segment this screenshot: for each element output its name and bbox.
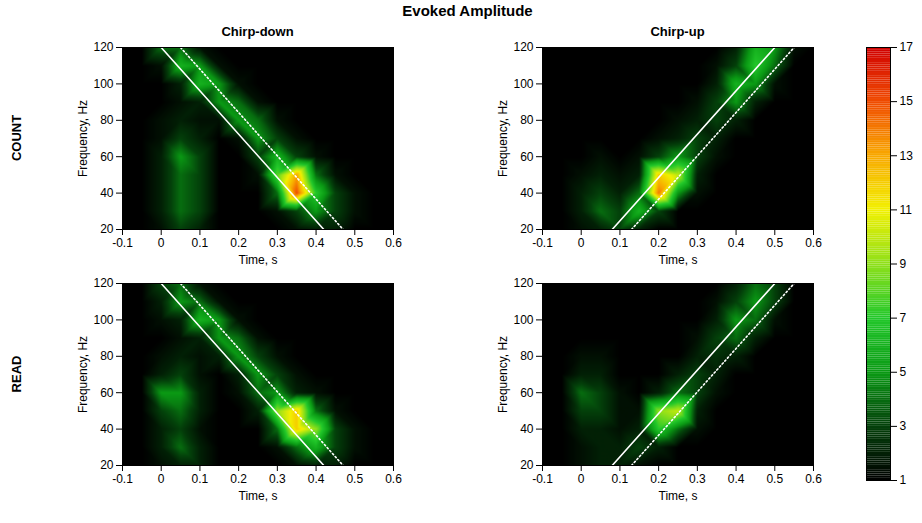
svg-text:Frequency, Hz: Frequency, Hz (496, 100, 510, 177)
svg-text:120: 120 (513, 276, 533, 290)
svg-text:20: 20 (520, 458, 534, 472)
svg-text:80: 80 (520, 113, 534, 127)
svg-text:-0.1: -0.1 (112, 236, 133, 250)
svg-text:0.3: 0.3 (689, 236, 706, 250)
svg-text:100: 100 (93, 77, 113, 91)
svg-text:100: 100 (513, 313, 533, 327)
svg-text:0.1: 0.1 (192, 472, 209, 486)
svg-text:Time, s: Time, s (659, 253, 698, 267)
svg-text:15: 15 (900, 94, 914, 108)
svg-text:0.2: 0.2 (650, 236, 667, 250)
html-text:READ: READ (8, 355, 24, 393)
svg-text:0.1: 0.1 (192, 236, 209, 250)
svg-text:0.5: 0.5 (346, 472, 363, 486)
svg-text:0.1: 0.1 (612, 472, 629, 486)
svg-text:Frequency, Hz: Frequency, Hz (76, 336, 90, 413)
svg-text:9: 9 (900, 257, 907, 271)
svg-text:Time, s: Time, s (239, 253, 278, 267)
svg-text:0.2: 0.2 (230, 472, 247, 486)
svg-text:-0.1: -0.1 (112, 472, 133, 486)
svg-text:100: 100 (513, 77, 533, 91)
svg-text:120: 120 (513, 40, 533, 54)
svg-text:60: 60 (520, 150, 534, 164)
svg-text:-0.1: -0.1 (532, 472, 553, 486)
svg-text:0.6: 0.6 (805, 236, 822, 250)
svg-text:1: 1 (900, 473, 907, 487)
svg-text:0.3: 0.3 (269, 236, 286, 250)
svg-text:20: 20 (100, 458, 114, 472)
svg-text:20: 20 (100, 222, 114, 236)
svg-text:Time, s: Time, s (659, 489, 698, 503)
svg-text:17: 17 (900, 40, 914, 54)
svg-text:5: 5 (900, 365, 907, 379)
svg-text:0.4: 0.4 (308, 472, 325, 486)
svg-text:7: 7 (900, 311, 907, 325)
svg-text:40: 40 (520, 186, 534, 200)
svg-text:0.4: 0.4 (308, 236, 325, 250)
svg-text:0: 0 (158, 472, 165, 486)
svg-text:20: 20 (520, 222, 534, 236)
svg-text:100: 100 (93, 313, 113, 327)
svg-text:120: 120 (93, 40, 113, 54)
svg-text:60: 60 (100, 150, 114, 164)
svg-text:11: 11 (900, 203, 913, 217)
svg-text:60: 60 (100, 386, 114, 400)
svg-text:0.5: 0.5 (346, 236, 363, 250)
svg-text:0: 0 (578, 472, 585, 486)
svg-text:80: 80 (100, 113, 114, 127)
svg-text:0.4: 0.4 (728, 236, 745, 250)
html-text:Chirp-down: Chirp-down (221, 24, 294, 39)
svg-text:13: 13 (900, 149, 914, 163)
svg-text:0.1: 0.1 (612, 236, 629, 250)
svg-text:0.6: 0.6 (385, 236, 402, 250)
svg-text:0.6: 0.6 (385, 472, 402, 486)
svg-text:80: 80 (100, 349, 114, 363)
svg-text:60: 60 (520, 386, 534, 400)
svg-text:0.3: 0.3 (689, 472, 706, 486)
svg-text:-0.1: -0.1 (532, 236, 553, 250)
svg-text:3: 3 (900, 419, 907, 433)
svg-text:Time, s: Time, s (239, 489, 278, 503)
svg-text:0.3: 0.3 (269, 472, 286, 486)
svg-text:0.5: 0.5 (766, 472, 783, 486)
svg-text:Frequency, Hz: Frequency, Hz (76, 100, 90, 177)
html-text:Evoked Amplitude: Evoked Amplitude (402, 2, 533, 19)
svg-text:40: 40 (100, 422, 114, 436)
svg-text:40: 40 (100, 186, 114, 200)
svg-text:0.5: 0.5 (766, 236, 783, 250)
svg-text:40: 40 (520, 422, 534, 436)
html-text:COUNT: COUNT (8, 114, 24, 162)
svg-text:0: 0 (158, 236, 165, 250)
svg-text:120: 120 (93, 276, 113, 290)
svg-text:0.2: 0.2 (230, 236, 247, 250)
svg-text:0.4: 0.4 (728, 472, 745, 486)
html-text:Chirp-up: Chirp-up (650, 24, 705, 39)
svg-text:0.6: 0.6 (805, 472, 822, 486)
svg-text:0.2: 0.2 (650, 472, 667, 486)
svg-text:Frequency, Hz: Frequency, Hz (496, 336, 510, 413)
svg-text:80: 80 (520, 349, 534, 363)
svg-text:0: 0 (578, 236, 585, 250)
